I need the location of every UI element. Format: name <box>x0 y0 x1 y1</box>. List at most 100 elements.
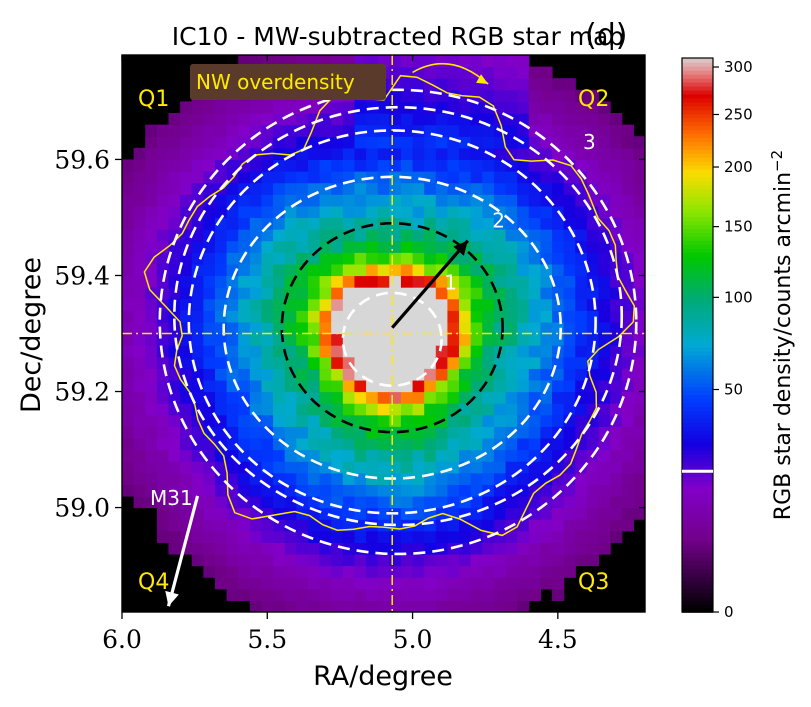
colorbar-band <box>682 224 713 229</box>
heatmap-cell <box>482 159 495 172</box>
heatmap-cell <box>296 391 309 404</box>
heatmap-cell <box>586 171 600 184</box>
heatmap-cell <box>528 310 541 323</box>
heatmap-cell <box>168 205 181 219</box>
heatmap-cell <box>528 101 541 114</box>
heatmap-cell <box>505 356 518 369</box>
heatmap-cell <box>621 182 634 195</box>
heatmap-cell <box>540 287 553 300</box>
heatmap-cell <box>505 66 518 79</box>
heatmap-cell <box>307 205 321 219</box>
heatmap-cell <box>552 472 565 485</box>
heatmap-cell <box>563 333 576 346</box>
heatmap-cell <box>249 368 263 381</box>
heatmap-cell <box>191 530 204 543</box>
heatmap-cell <box>307 194 321 207</box>
heatmap-cell <box>435 588 449 601</box>
colorbar-band <box>682 382 713 388</box>
heatmap-cell <box>586 495 600 509</box>
heatmap-cell <box>563 78 576 91</box>
heatmap-cell <box>319 333 332 346</box>
heatmap-cell <box>435 437 449 451</box>
heatmap-cell <box>645 461 657 473</box>
colorbar-band <box>682 485 713 491</box>
heatmap-cell <box>307 298 321 311</box>
heatmap-cell <box>133 484 146 497</box>
heatmap-cell <box>552 530 565 543</box>
heatmap-cell <box>214 124 228 137</box>
heatmap-cell <box>459 171 472 184</box>
heatmap-cell <box>180 437 193 451</box>
heatmap-cell <box>273 542 286 555</box>
heatmap-cell <box>621 310 634 323</box>
heatmap-cell <box>261 194 274 207</box>
heatmap-cell <box>319 484 332 497</box>
heatmap-cell <box>342 205 356 219</box>
heatmap-cell <box>273 136 286 149</box>
heatmap-cell <box>273 356 286 369</box>
heatmap-cell <box>517 147 530 161</box>
heatmap-cell <box>331 565 344 578</box>
heatmap-cell <box>586 472 600 485</box>
heatmap-cell <box>354 136 367 149</box>
colorbar-band <box>682 69 713 75</box>
heatmap-cell <box>238 426 251 439</box>
heatmap-cell <box>261 553 274 567</box>
heatmap-cell <box>145 147 158 161</box>
heatmap-cell <box>238 345 251 358</box>
heatmap-cell <box>470 553 483 567</box>
heatmap-cell <box>342 113 356 126</box>
heatmap-cell <box>214 321 228 335</box>
heatmap-cell <box>435 449 449 462</box>
heatmap-cell <box>540 484 553 497</box>
heatmap-cell <box>145 310 158 323</box>
heatmap-cell <box>645 171 657 183</box>
heatmap-cell <box>168 194 181 207</box>
heatmap-cell <box>621 449 634 462</box>
heatmap-cell <box>156 333 170 346</box>
heatmap-cell <box>400 252 414 265</box>
heatmap-cell <box>214 379 228 393</box>
heatmap-cell <box>586 553 600 567</box>
heatmap-cell <box>598 368 611 381</box>
heatmap-cell <box>412 577 425 590</box>
heatmap-cell <box>133 495 146 509</box>
heatmap-cell <box>633 403 645 416</box>
heatmap-cell <box>633 345 645 358</box>
colorbar-band <box>682 453 713 459</box>
heatmap-cell <box>552 403 565 416</box>
heatmap-cell <box>610 159 623 172</box>
heatmap-cell <box>273 403 286 416</box>
heatmap-cell <box>598 449 611 462</box>
heatmap-cell <box>435 356 449 369</box>
heatmap-cell <box>319 275 332 288</box>
heatmap-cell <box>470 542 483 555</box>
heatmap-cell <box>307 391 321 404</box>
heatmap-cell <box>122 171 135 184</box>
heatmap-cell <box>168 449 181 462</box>
heatmap-cell <box>563 507 576 520</box>
heatmap-cell <box>400 159 414 172</box>
heatmap-cell <box>214 414 228 427</box>
heatmap-cell <box>552 368 565 381</box>
heatmap-cell <box>203 287 216 300</box>
colorbar-label-text: RGB star density/counts arcmin <box>771 172 796 520</box>
heatmap-cell <box>540 240 553 253</box>
colorbar-band <box>682 172 713 178</box>
heatmap-cell <box>238 530 251 543</box>
heatmap-cell <box>645 473 657 485</box>
heatmap-cell <box>400 414 414 427</box>
heatmap-cell <box>470 356 483 369</box>
heatmap-cell <box>156 391 170 404</box>
heatmap-cell <box>366 379 379 393</box>
heatmap-cell <box>552 565 565 578</box>
heatmap-cell <box>482 391 495 404</box>
heatmap-cell <box>284 298 297 311</box>
heatmap-cell <box>354 124 367 137</box>
heatmap-cell <box>366 542 379 555</box>
heatmap-cell <box>389 553 402 567</box>
heatmap-cell <box>447 310 460 323</box>
heatmap-cell <box>261 310 274 323</box>
heatmap-cell <box>493 449 507 462</box>
heatmap-cell <box>493 565 507 578</box>
